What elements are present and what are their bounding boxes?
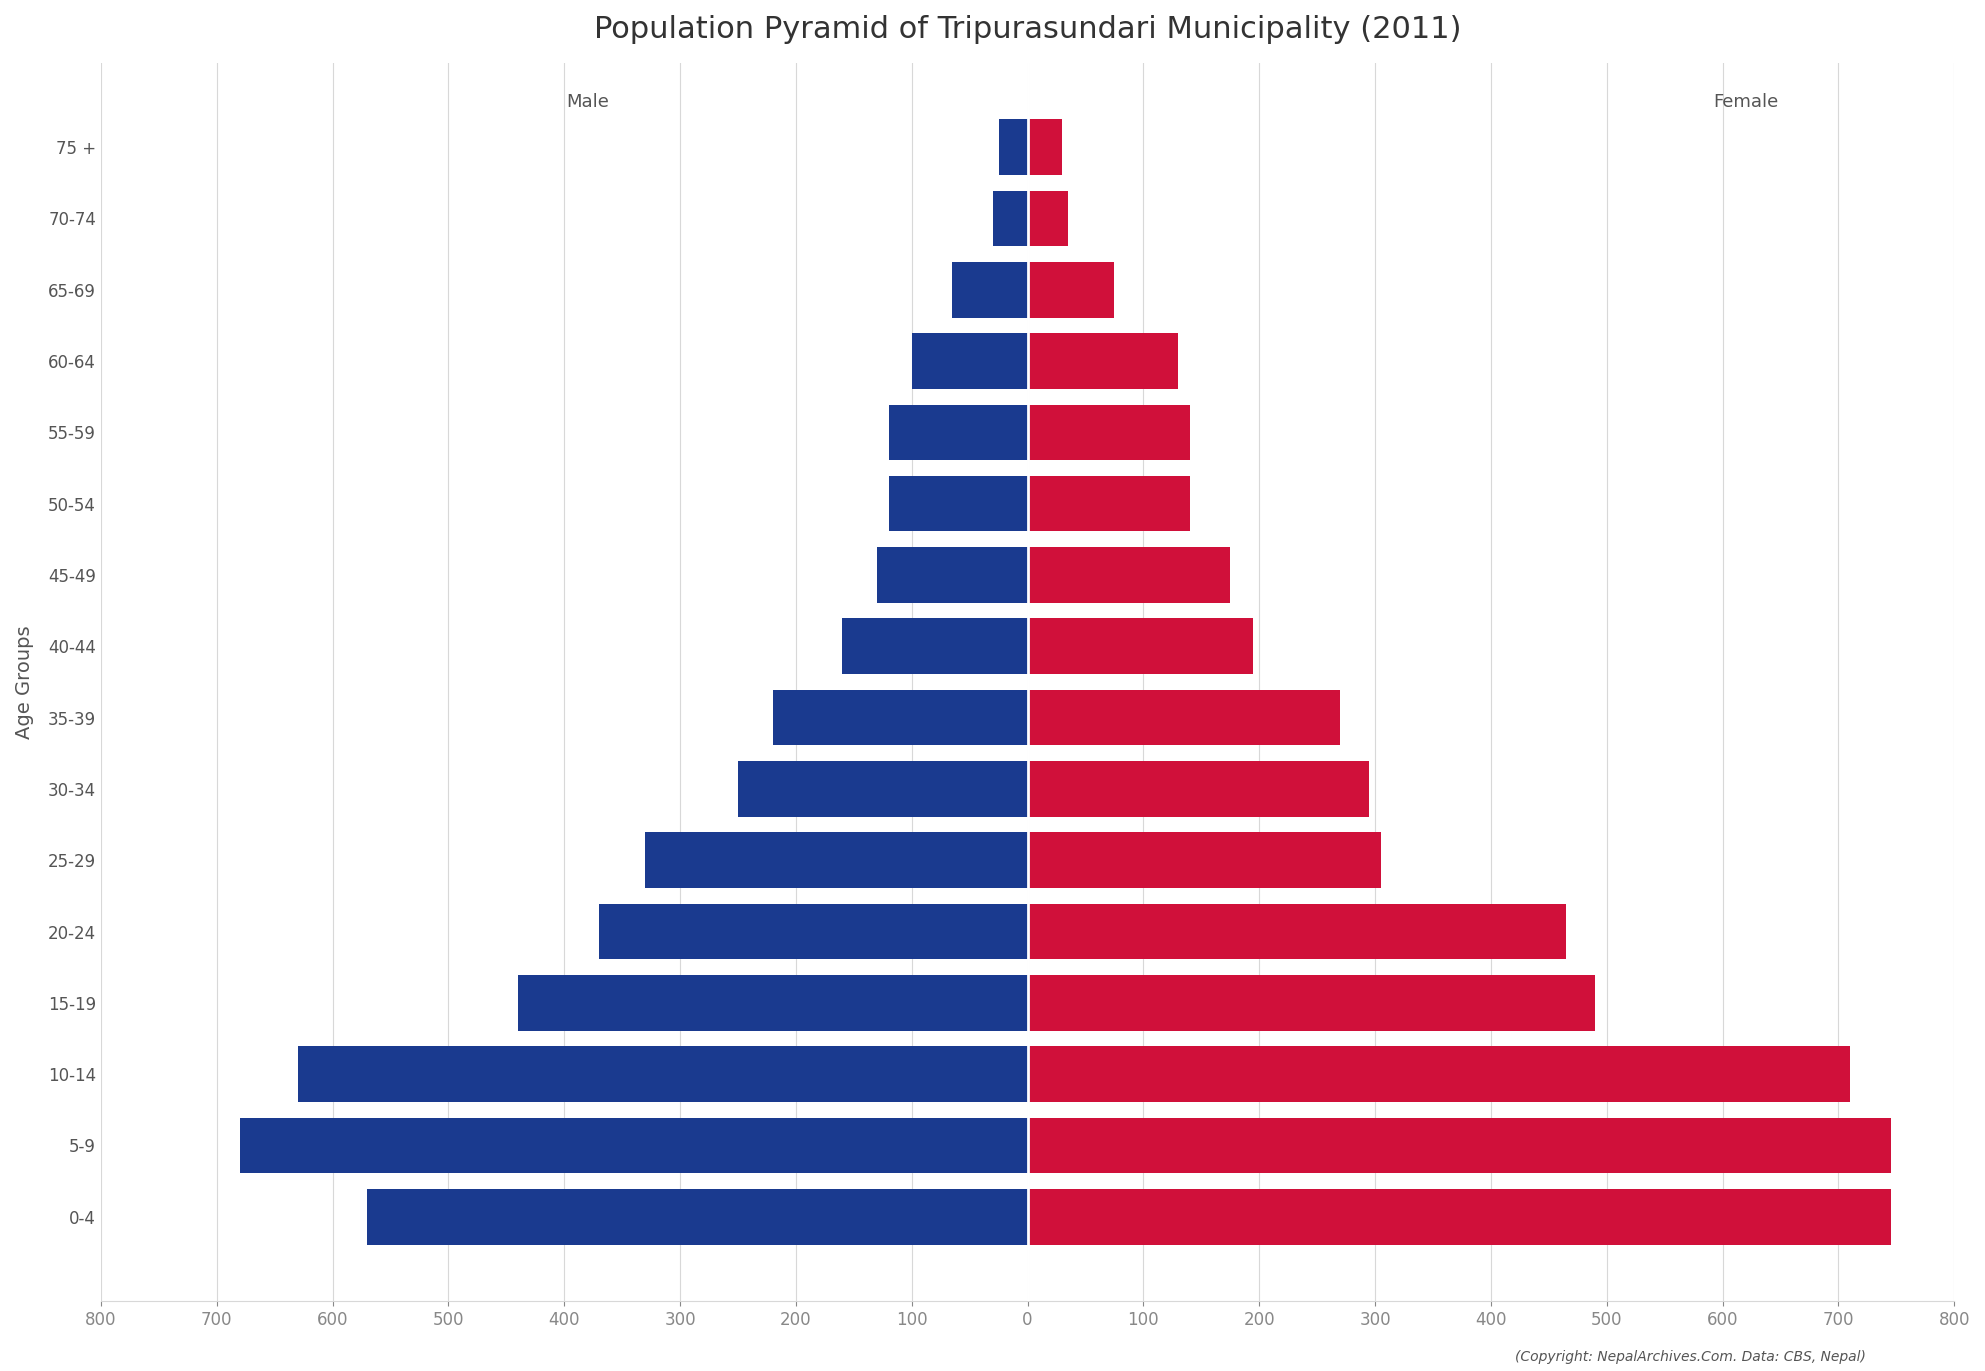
Bar	[240, 1117, 1028, 1174]
Y-axis label: Age Groups: Age Groups	[16, 625, 34, 739]
Bar	[1028, 476, 1189, 532]
Bar	[992, 191, 1028, 247]
Bar	[1028, 1046, 1850, 1102]
Bar	[1028, 690, 1340, 746]
Title: Population Pyramid of Tripurasundari Municipality (2011): Population Pyramid of Tripurasundari Mun…	[594, 15, 1461, 44]
Bar	[889, 404, 1028, 461]
Bar	[911, 333, 1028, 389]
Bar	[518, 975, 1028, 1031]
Bar	[298, 1046, 1028, 1102]
Bar	[1028, 618, 1253, 675]
Text: (Copyright: NepalArchives.Com. Data: CBS, Nepal): (Copyright: NepalArchives.Com. Data: CBS…	[1515, 1350, 1866, 1364]
Bar	[738, 761, 1028, 817]
Bar	[599, 903, 1028, 960]
Bar	[1028, 1189, 1890, 1245]
Bar	[877, 547, 1028, 603]
Bar	[1028, 262, 1114, 318]
Bar	[1028, 119, 1062, 175]
Bar	[998, 119, 1028, 175]
Bar	[1028, 333, 1179, 389]
Bar	[772, 690, 1028, 746]
Bar	[889, 476, 1028, 532]
Bar	[1028, 832, 1382, 888]
Bar	[1028, 404, 1189, 461]
Bar	[1028, 761, 1370, 817]
Bar	[842, 618, 1028, 675]
Bar	[953, 262, 1028, 318]
Bar	[1028, 191, 1068, 247]
Text: Male: Male	[566, 93, 609, 111]
Text: Female: Female	[1713, 93, 1779, 111]
Bar	[1028, 1117, 1890, 1174]
Bar	[367, 1189, 1028, 1245]
Bar	[1028, 547, 1231, 603]
Bar	[1028, 903, 1566, 960]
Bar	[645, 832, 1028, 888]
Bar	[1028, 975, 1596, 1031]
